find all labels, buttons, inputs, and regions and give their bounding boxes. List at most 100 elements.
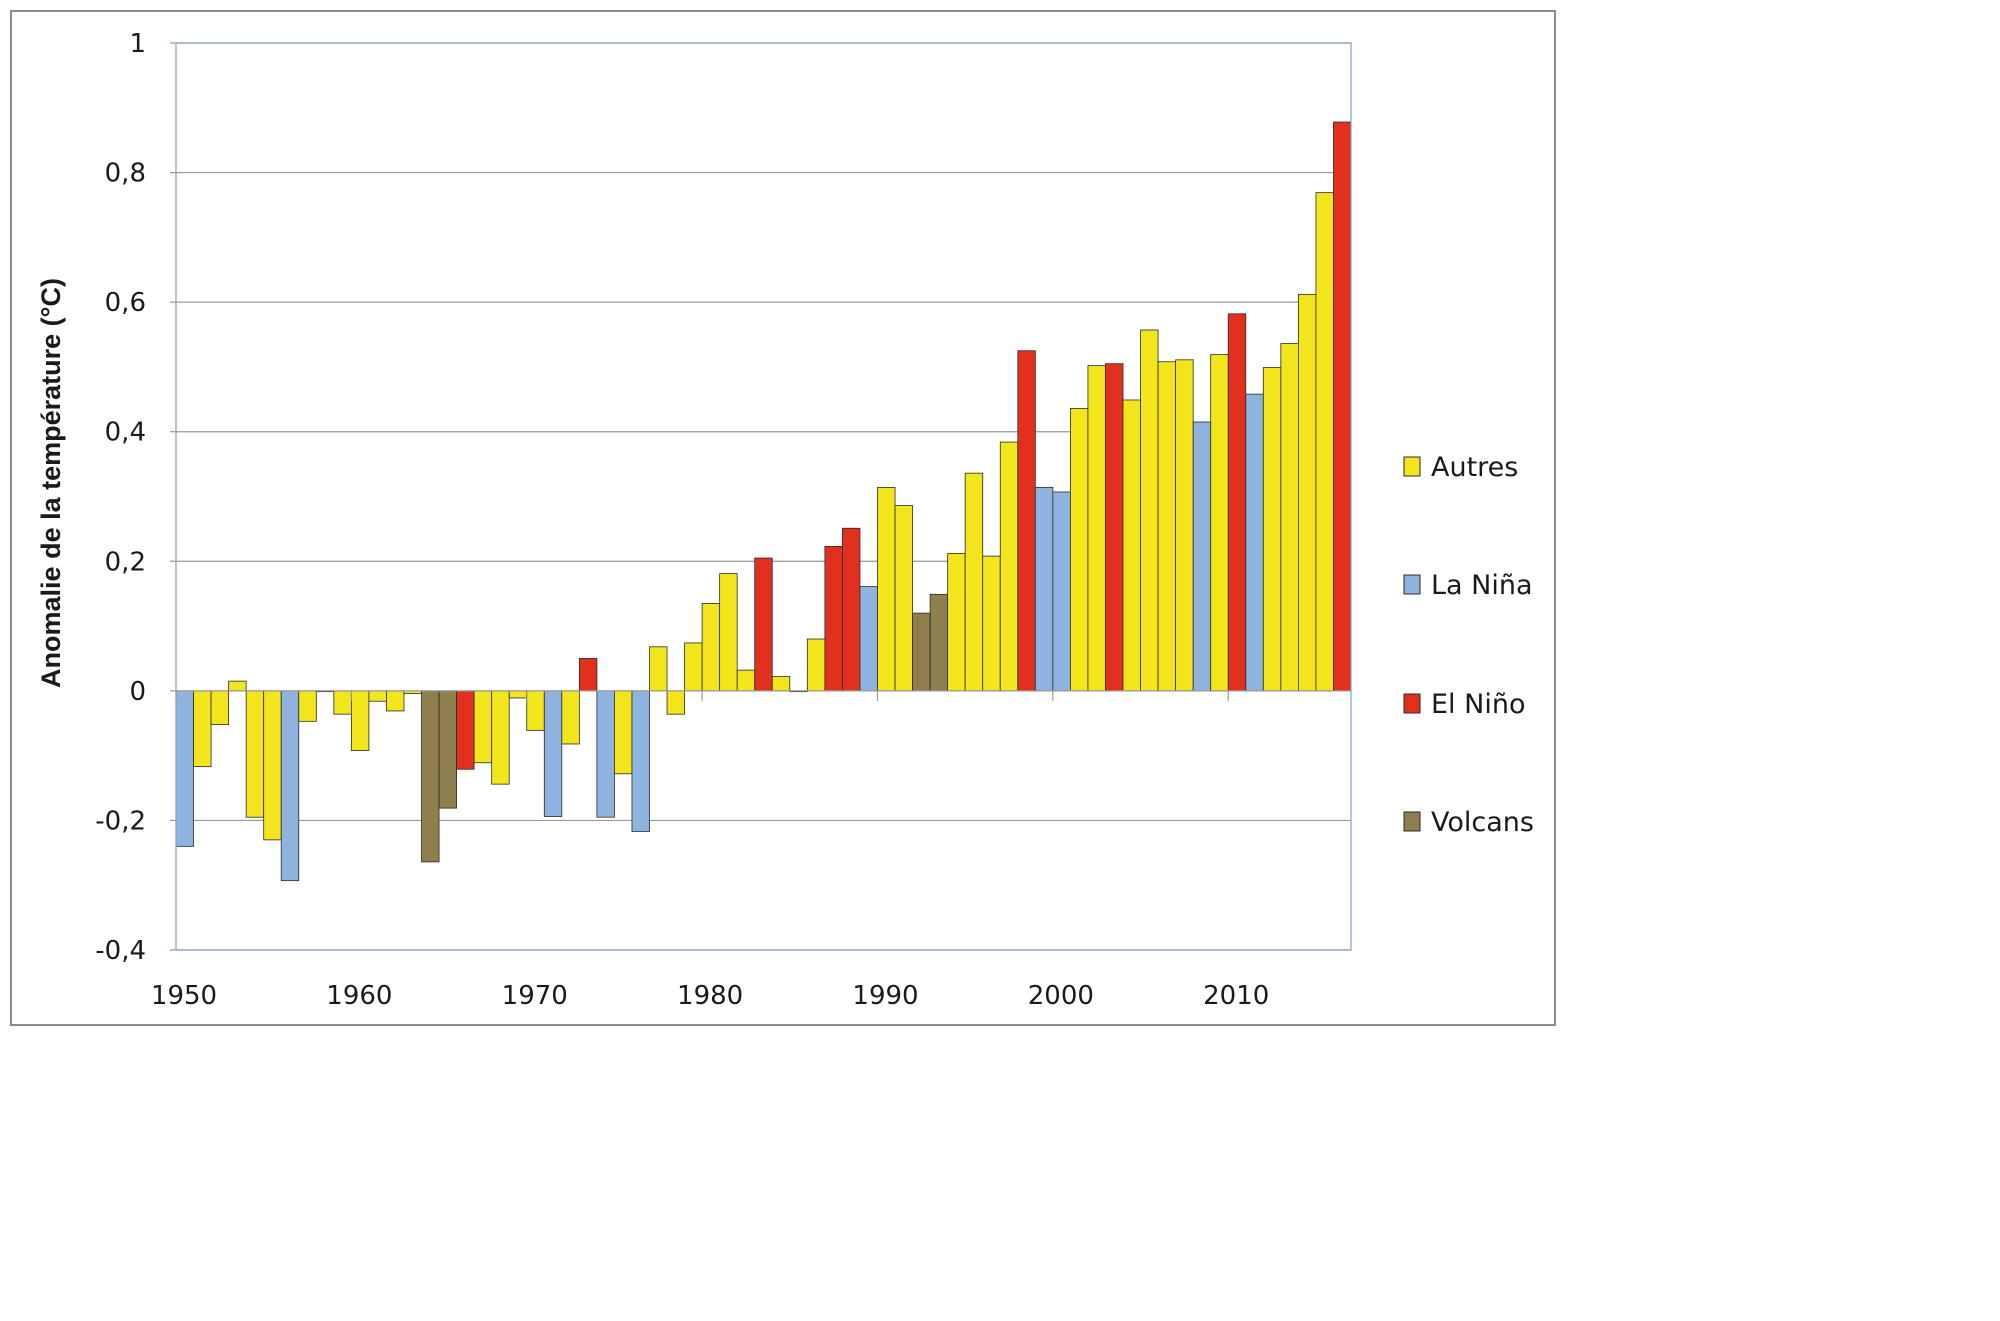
bar-1979 — [684, 642, 703, 692]
bar-2003 — [1105, 363, 1124, 692]
legend-label: Volcans — [1431, 807, 1534, 838]
x-tick-label: 1980 — [677, 981, 743, 1011]
bar-2013 — [1280, 343, 1299, 692]
bar-1989 — [859, 586, 878, 692]
y-tick-label: -0,4 — [95, 936, 146, 966]
bar-1972 — [561, 690, 580, 745]
x-tick-label: 1960 — [326, 981, 392, 1011]
bar-1998 — [1017, 350, 1036, 692]
bar-1988 — [842, 527, 861, 692]
bar-1973 — [578, 658, 598, 692]
bar-1960 — [350, 690, 370, 751]
x-tick-label: 1950 — [151, 981, 217, 1011]
bar-1965 — [438, 690, 457, 809]
bar-2008 — [1192, 421, 1212, 692]
bar-1953 — [228, 680, 247, 692]
bars — [175, 121, 1352, 882]
bar-1952 — [210, 690, 230, 725]
bar-1974 — [596, 690, 615, 818]
bar-1964 — [421, 690, 440, 863]
bar-1997 — [999, 441, 1019, 692]
bar-1984 — [771, 676, 791, 692]
bar-1980 — [701, 602, 721, 692]
bar-1990 — [877, 487, 896, 692]
bar-1992 — [912, 612, 931, 692]
bar-2005 — [1140, 329, 1159, 692]
y-tick-label: 0 — [129, 677, 146, 707]
bar-1971 — [543, 690, 563, 817]
bar-1987 — [824, 545, 843, 692]
legend-label: La Niña — [1431, 570, 1533, 601]
bar-1996 — [982, 555, 1001, 692]
x-tick-label: 2010 — [1203, 981, 1269, 1011]
legend-item: Volcans — [1403, 807, 1534, 838]
axes — [170, 42, 1352, 951]
bar-1999 — [1034, 487, 1054, 692]
bar-1957 — [298, 690, 317, 722]
bar-2011 — [1245, 393, 1264, 692]
legend-swatch — [1403, 574, 1421, 595]
bar-1976 — [631, 690, 650, 832]
bar-1975 — [614, 690, 633, 775]
x-tick-label: 1990 — [852, 981, 918, 1011]
bar-2001 — [1070, 407, 1089, 692]
legend-item: Autres — [1403, 452, 1518, 483]
y-tick-label: 0,2 — [105, 547, 146, 577]
bar-1966 — [456, 690, 475, 770]
legend: Autres La Niña El Niño Volcans — [1403, 452, 1534, 838]
bar-1956 — [280, 690, 300, 882]
bar-1981 — [719, 573, 738, 692]
bar-1993 — [929, 593, 949, 692]
bar-2014 — [1297, 293, 1317, 692]
bar-2000 — [1052, 491, 1071, 692]
bar-1982 — [736, 669, 756, 692]
bar-2016 — [1333, 121, 1352, 692]
bar-1978 — [666, 690, 685, 715]
bar-2002 — [1087, 365, 1106, 692]
legend-item: El Niño — [1403, 689, 1525, 720]
legend-label: El Niño — [1431, 689, 1525, 720]
legend-swatch — [1403, 811, 1421, 832]
y-tick-label: 1 — [129, 29, 146, 59]
bar-1977 — [649, 646, 668, 692]
x-tick-labels: 1950 1960 1970 1980 1990 2000 2010 — [151, 981, 1269, 1011]
bar-1954 — [245, 690, 265, 818]
bar-2007 — [1175, 359, 1194, 692]
bar-2015 — [1315, 192, 1334, 692]
legend-label: Autres — [1431, 452, 1518, 483]
plot-border — [175, 42, 1352, 951]
x-tick-label: 1970 — [502, 981, 568, 1011]
y-axis-label: Anomalie de la température (°C) — [36, 278, 66, 688]
bar-1995 — [964, 472, 984, 692]
bar-2004 — [1122, 399, 1141, 692]
y-tick-label: 0,6 — [105, 288, 146, 318]
temperature-anomaly-chart: 10,80,60,40,20-0,2-0,4 1950 1960 1970 1980 1… — [36, 29, 1534, 1011]
bar-2012 — [1262, 367, 1282, 692]
y-tick-labels: 1 0,8 0,6 0,4 0,2 0 -0,2 -0,4 — [95, 29, 146, 966]
bar-1991 — [894, 505, 913, 692]
bar-1950 — [175, 690, 194, 847]
legend-swatch — [1403, 456, 1421, 477]
bar-1955 — [263, 690, 282, 841]
bar-1968 — [491, 690, 510, 785]
bar-1983 — [754, 557, 773, 692]
legend-item: La Niña — [1403, 570, 1533, 601]
bar-1969 — [508, 690, 528, 699]
bar-1970 — [526, 690, 545, 731]
x-tick-label: 2000 — [1028, 981, 1094, 1011]
y-tick-label: -0,2 — [95, 806, 146, 836]
chart-frame — [10, 10, 1556, 1026]
bar-1962 — [386, 690, 405, 712]
bar-2006 — [1157, 361, 1177, 692]
bar-1951 — [193, 690, 212, 768]
bar-2010 — [1227, 313, 1247, 692]
bar-1959 — [333, 690, 352, 715]
bar-2009 — [1210, 354, 1229, 692]
bar-1994 — [947, 553, 966, 692]
bar-1967 — [473, 690, 493, 764]
y-tick-label: 0,8 — [105, 159, 146, 189]
bar-1986 — [806, 638, 826, 692]
bar-1961 — [368, 690, 387, 702]
legend-swatch — [1403, 693, 1421, 714]
y-tick-label: 0,4 — [105, 418, 146, 448]
